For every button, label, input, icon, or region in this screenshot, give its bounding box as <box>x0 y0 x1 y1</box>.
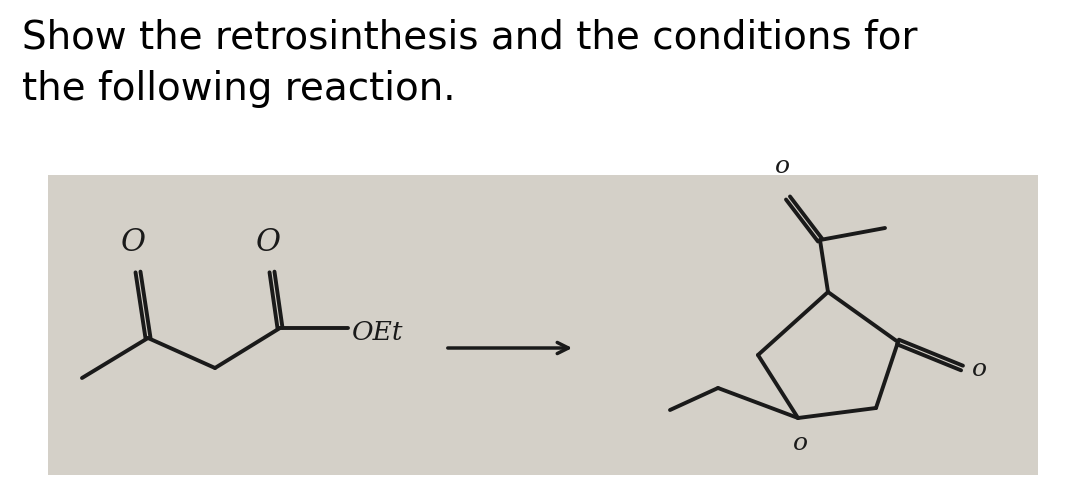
Text: the following reaction.: the following reaction. <box>22 70 456 108</box>
Text: o: o <box>774 155 789 178</box>
Text: o: o <box>793 432 808 455</box>
Text: Show the retrosinthesis and the conditions for: Show the retrosinthesis and the conditio… <box>22 18 918 56</box>
Text: o: o <box>972 358 987 382</box>
Bar <box>48 175 1038 475</box>
Text: OEt: OEt <box>352 320 404 345</box>
Text: O: O <box>256 227 281 258</box>
Text: O: O <box>121 227 146 258</box>
